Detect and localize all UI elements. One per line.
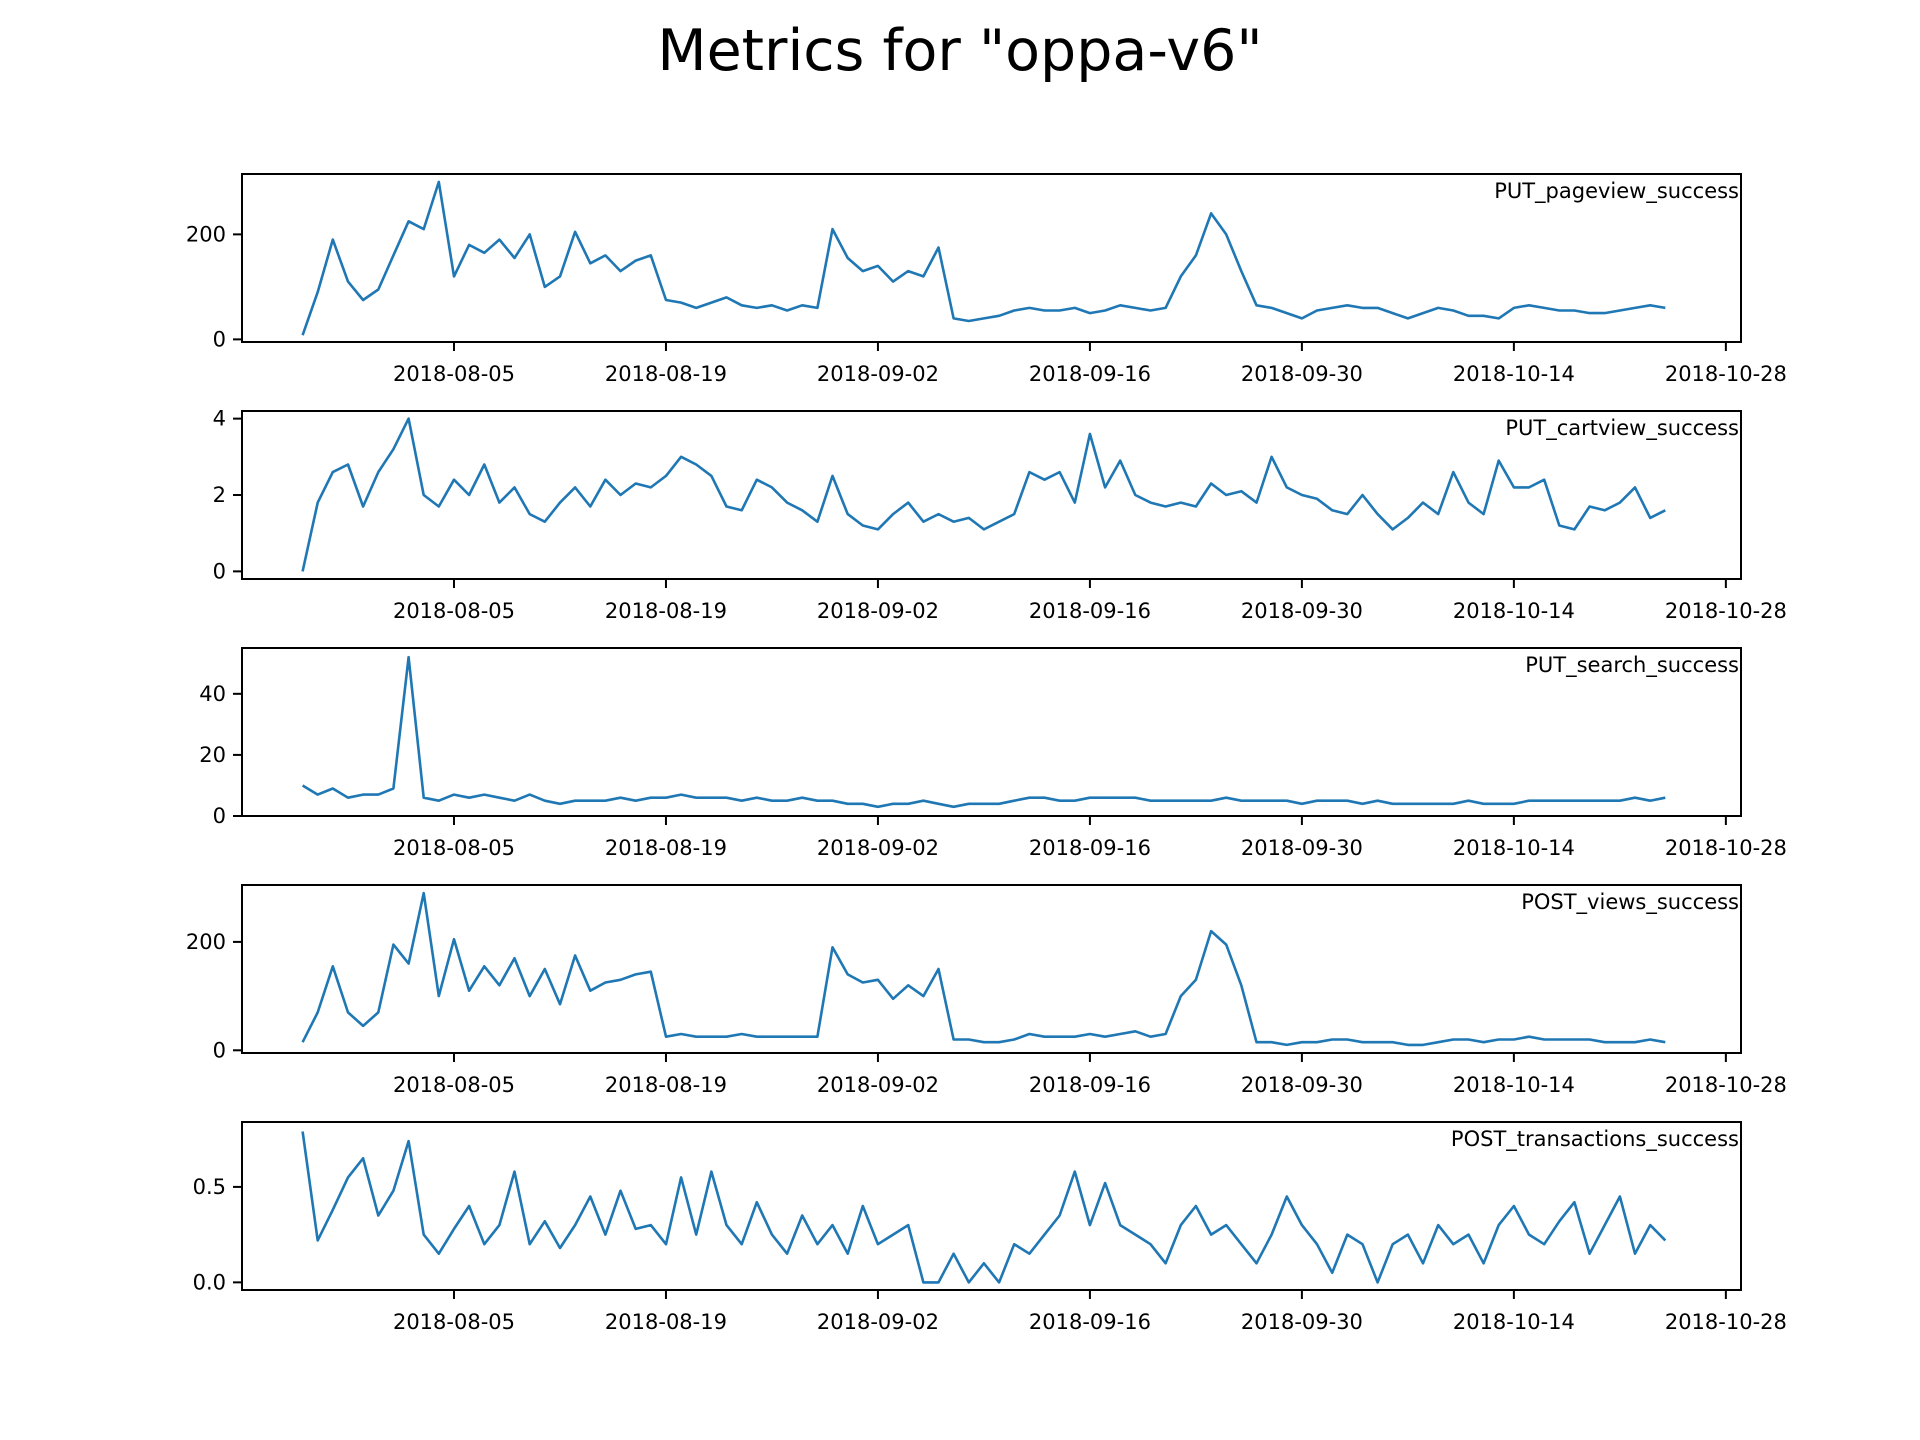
- y-tick-label: 0: [213, 559, 226, 583]
- x-tick-label: 2018-09-02: [817, 1310, 939, 1334]
- x-tick-label: 2018-09-30: [1241, 1310, 1363, 1334]
- series-line: [301, 180, 1666, 336]
- x-tick-label: 2018-09-30: [1241, 362, 1363, 386]
- y-tick-label: 0: [213, 1038, 226, 1062]
- figure-title: Metrics for "oppa-v6": [657, 18, 1263, 84]
- subplot-PUT_search_success: 2018-08-05 2018-08-19 2018-09-02 2018-09-16…: [199, 647, 1787, 860]
- y-tick-label: 2: [213, 483, 226, 507]
- x-tick-label: 2018-08-19: [605, 599, 727, 623]
- y-tick-label: 0: [213, 804, 226, 828]
- series-line: [301, 891, 1666, 1047]
- series-label: PUT_search_success: [1525, 653, 1739, 678]
- y-tick-label: 200: [186, 222, 226, 246]
- subplot-POST_views_success: 2018-08-05 2018-08-19 2018-09-02 2018-09-16…: [186, 884, 1787, 1097]
- x-tick-label: 2018-10-28: [1665, 362, 1787, 386]
- x-tick-label: 2018-09-02: [817, 599, 939, 623]
- y-tick-label: 40: [199, 682, 226, 706]
- series-line: [301, 417, 1666, 572]
- x-tick-label: 2018-10-28: [1665, 1310, 1787, 1334]
- x-tick-label: 2018-08-19: [605, 836, 727, 860]
- x-tick-label: 2018-09-16: [1029, 1073, 1151, 1097]
- plot-frame: [241, 647, 1742, 817]
- subplot-POST_transactions_success: 2018-08-05 2018-08-19 2018-09-02 2018-09-16…: [193, 1121, 1787, 1334]
- x-tick-label: 2018-08-05: [393, 836, 515, 860]
- y-tick-label: 4: [213, 407, 226, 431]
- y-tick-label: 0.0: [193, 1270, 226, 1294]
- x-tick-label: 2018-09-02: [817, 362, 939, 386]
- x-tick-label: 2018-10-14: [1453, 362, 1575, 386]
- x-tick-label: 2018-10-14: [1453, 836, 1575, 860]
- x-tick-label: 2018-08-19: [605, 1310, 727, 1334]
- x-tick-label: 2018-09-30: [1241, 1073, 1363, 1097]
- x-tick-label: 2018-10-14: [1453, 1073, 1575, 1097]
- subplot-PUT_pageview_success: 2018-08-05 2018-08-19 2018-09-02 2018-09-16…: [186, 173, 1787, 386]
- series-label: POST_transactions_success: [1451, 1127, 1739, 1152]
- x-tick-label: 2018-09-16: [1029, 836, 1151, 860]
- y-tick-label: 0: [213, 327, 226, 351]
- x-tick-label: 2018-09-16: [1029, 599, 1151, 623]
- x-tick-label: 2018-08-05: [393, 599, 515, 623]
- x-tick-label: 2018-10-14: [1453, 599, 1575, 623]
- x-tick-label: 2018-08-05: [393, 362, 515, 386]
- x-tick-label: 2018-08-19: [605, 362, 727, 386]
- x-tick-label: 2018-10-28: [1665, 1073, 1787, 1097]
- y-tick-label: 20: [199, 743, 226, 767]
- plot-frame: [241, 884, 1742, 1054]
- x-tick-label: 2018-09-16: [1029, 362, 1151, 386]
- y-tick-label: 200: [186, 930, 226, 954]
- x-tick-label: 2018-10-28: [1665, 836, 1787, 860]
- x-tick-label: 2018-10-28: [1665, 599, 1787, 623]
- plot-frame: [241, 173, 1742, 343]
- series-label: PUT_cartview_success: [1505, 416, 1739, 441]
- x-tick-label: 2018-08-19: [605, 1073, 727, 1097]
- x-tick-label: 2018-09-30: [1241, 836, 1363, 860]
- x-tick-label: 2018-09-02: [817, 836, 939, 860]
- x-tick-label: 2018-09-16: [1029, 1310, 1151, 1334]
- x-tick-label: 2018-08-05: [393, 1310, 515, 1334]
- x-tick-label: 2018-09-02: [817, 1073, 939, 1097]
- y-tick-label: 0.5: [193, 1175, 226, 1199]
- subplot-PUT_cartview_success: 2018-08-05 2018-08-19 2018-09-02 2018-09-16…: [213, 407, 1787, 623]
- series-line: [301, 655, 1666, 809]
- plot-frame: [241, 1121, 1742, 1291]
- x-tick-label: 2018-08-05: [393, 1073, 515, 1097]
- series-label: POST_views_success: [1521, 890, 1739, 915]
- series-line: [301, 1131, 1667, 1284]
- x-tick-label: 2018-10-14: [1453, 1310, 1575, 1334]
- series-label: PUT_pageview_success: [1494, 179, 1739, 204]
- x-tick-label: 2018-09-30: [1241, 599, 1363, 623]
